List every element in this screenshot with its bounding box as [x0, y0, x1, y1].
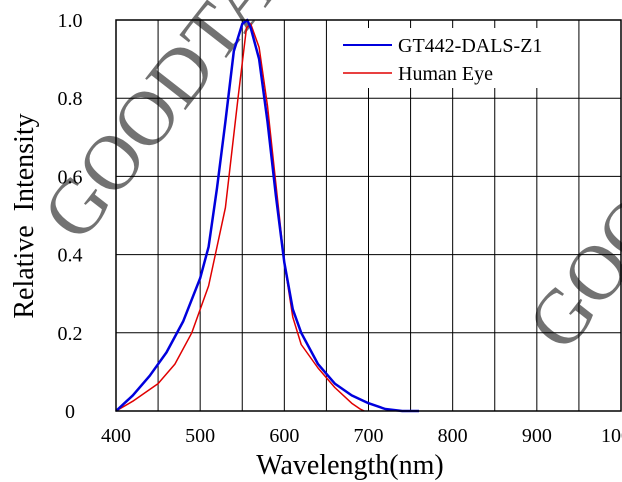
x-tick-label: 1000	[601, 425, 622, 447]
legend-label-gt442: GT442-DALS-Z1	[398, 35, 542, 57]
series-line-human-eye	[115, 23, 365, 412]
x-tick-label: 800	[438, 425, 468, 447]
x-axis-title: Wavelength(nm)	[256, 450, 443, 481]
y-tick-label: 0.8	[58, 88, 83, 110]
y-tick-label: 0	[65, 401, 75, 423]
x-tick-labels: 400 500 600 700 800 900 1000	[101, 425, 622, 447]
y-tick-label: 0.6	[58, 166, 83, 188]
x-tick-label: 900	[522, 425, 552, 447]
plot-frame	[115, 19, 622, 412]
y-tick-label: 0.2	[58, 323, 83, 345]
series-line-gt442	[115, 18, 419, 413]
series-lines	[115, 18, 419, 413]
legend-box	[330, 28, 550, 88]
y-tick-label: 1.0	[58, 10, 83, 32]
x-tick-label: 500	[185, 425, 215, 447]
y-tick-labels: 0 0.2 0.4 0.6 0.8 1.0	[58, 10, 83, 423]
x-tick-label: 400	[101, 425, 131, 447]
x-tick-label: 600	[269, 425, 299, 447]
y-axis-title: Relative Intensity	[9, 113, 40, 318]
legend-label-human-eye: Human Eye	[398, 63, 493, 85]
x-tick-label: 700	[354, 425, 384, 447]
legend: GT442-DALS-Z1 Human Eye	[330, 28, 550, 88]
watermark-1: GOODTAK	[25, 0, 327, 255]
y-tick-label: 0.4	[58, 245, 83, 267]
